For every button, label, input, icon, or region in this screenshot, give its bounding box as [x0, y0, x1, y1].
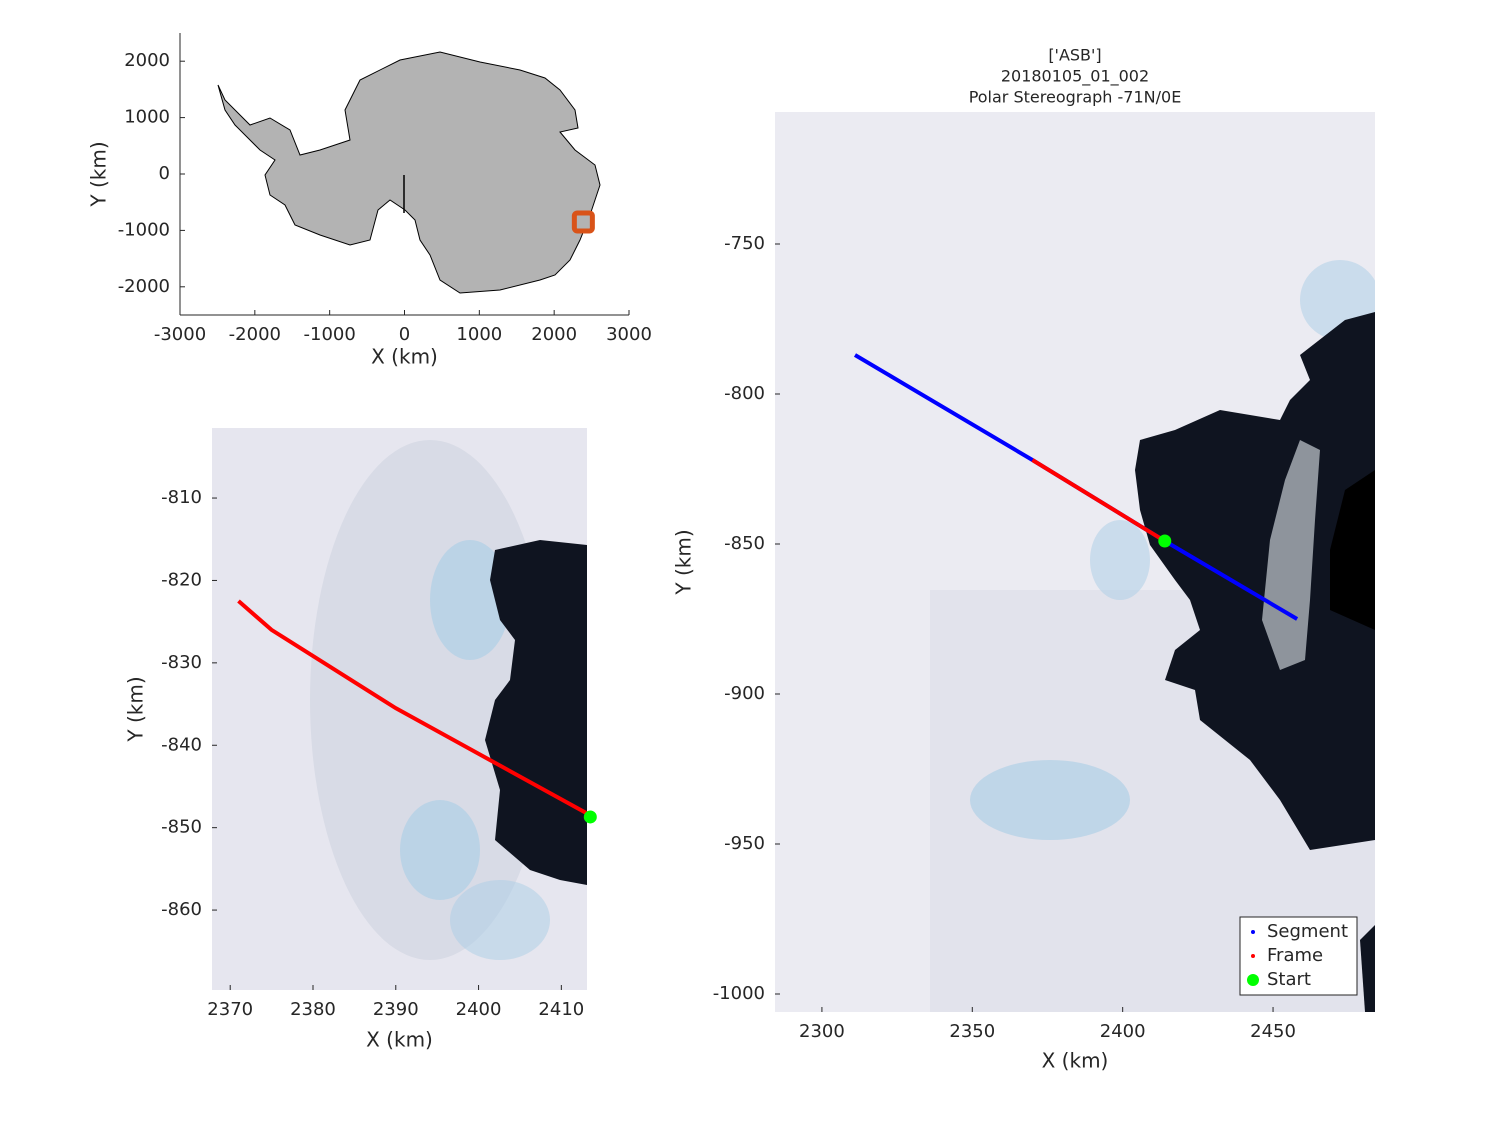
y-tick-label: -750 [724, 233, 765, 254]
start-marker [1158, 534, 1172, 548]
x-axis-label: X (km) [371, 345, 438, 369]
x-tick-label: -2000 [229, 324, 281, 345]
x-tick-label: 2410 [538, 999, 584, 1020]
legend-label: Start [1267, 969, 1311, 990]
y-tick-label: 0 [159, 163, 170, 184]
x-tick-label: 2350 [949, 1021, 995, 1042]
y-tick-label: -950 [724, 833, 765, 854]
legend-marker [1247, 974, 1259, 986]
x-tick-label: 2390 [373, 999, 419, 1020]
y-tick-label: -1000 [118, 219, 170, 240]
x-tick-label: -1000 [304, 324, 356, 345]
start-marker [583, 810, 597, 824]
track-line [237, 599, 592, 818]
x-tick-label: 3000 [606, 324, 652, 345]
y-tick-label: -2000 [118, 276, 170, 297]
y-tick-label: 2000 [124, 50, 170, 71]
x-axis-label: X (km) [1042, 1049, 1109, 1073]
x-tick-label: 2380 [290, 999, 336, 1020]
y-axis-label: Y (km) [124, 676, 148, 742]
x-tick-label: 2300 [799, 1021, 845, 1042]
x-tick-label: 0 [399, 324, 410, 345]
track-line [1031, 458, 1166, 543]
x-tick-label: 2000 [531, 324, 577, 345]
antarctica-outline [217, 51, 601, 294]
y-tick-label: -850 [161, 817, 202, 838]
legend-label: Frame [1267, 945, 1323, 966]
y-tick-label: -810 [161, 487, 202, 508]
y-tick-label: -820 [161, 569, 202, 590]
y-tick-label: -830 [161, 652, 202, 673]
y-tick-label: -850 [724, 533, 765, 554]
overview-map [217, 51, 601, 294]
x-tick-label: 2400 [456, 999, 502, 1020]
y-tick-label: 1000 [124, 107, 170, 128]
legend-box [1239, 916, 1358, 996]
main-imagery [775, 112, 1375, 1012]
chart-title: ['ASB'] [1048, 46, 1101, 65]
y-tick-label: -800 [724, 383, 765, 404]
legend-marker [1251, 954, 1255, 958]
y-axis-label: Y (km) [87, 141, 111, 207]
legend-marker [1251, 930, 1255, 934]
x-tick-label: 2450 [1250, 1021, 1296, 1042]
chart-title: Polar Stereograph -71N/0E [969, 88, 1182, 107]
y-tick-label: -840 [161, 734, 202, 755]
y-tick-label: -1000 [713, 983, 765, 1004]
location-marker [571, 210, 595, 234]
y-tick-label: -900 [724, 683, 765, 704]
x-tick-label: -3000 [154, 324, 206, 345]
legend-label: Segment [1267, 921, 1348, 942]
x-tick-label: 2370 [207, 999, 253, 1020]
x-tick-label: 1000 [456, 324, 502, 345]
chart-title: 20180105_01_002 [1001, 67, 1149, 87]
x-axis-label: X (km) [366, 1028, 433, 1052]
y-tick-label: -860 [161, 899, 202, 920]
y-axis-label: Y (km) [672, 529, 696, 595]
x-tick-label: 2400 [1100, 1021, 1146, 1042]
